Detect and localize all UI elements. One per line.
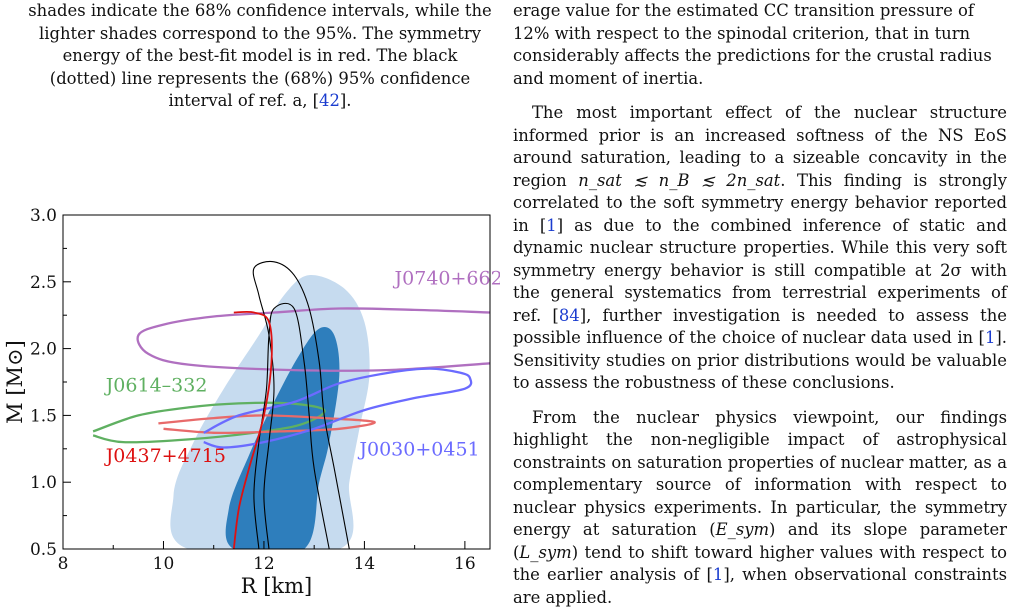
citation-link[interactable]: 1 — [984, 328, 996, 347]
text-column: erage value for the estimated CC transit… — [513, 0, 1007, 609]
text: ) and its slope parameter ( — [513, 520, 1007, 562]
source-label-j0437-4715: J0437+4715 — [104, 445, 226, 467]
caption-line: (dotted) line represents the (68%) 95% c… — [49, 68, 471, 88]
source-label-j0614-332: J0614–332 — [104, 374, 208, 396]
contour-j0614-332 — [92, 401, 326, 444]
x-tick-label: 16 — [454, 554, 476, 574]
paragraph: erage value for the estimated CC transit… — [513, 0, 1007, 90]
text: ) tend to shift toward higher values wit… — [513, 542, 1007, 585]
source-label-j0740-6620: J0740+6620 — [393, 267, 500, 289]
citation-link[interactable]: 1 — [546, 215, 557, 235]
text: The most important effect of the nuclear… — [513, 103, 1007, 190]
x-tick-label: 12 — [253, 554, 275, 574]
figure-caption: shades indicate the 68% confidence inter… — [20, 0, 500, 113]
contour-j0740-6620 — [136, 307, 490, 372]
mass-radius-chart: 8 10 12 14 16 0.5 1.0 1.5 2.0 2.5 3.0 R [km] M [M⊙] J… — [3, 206, 515, 598]
text: ]. Sensitivity studies on prior distribu… — [513, 328, 1007, 392]
text-line: and moment of inertia. — [513, 68, 704, 88]
math-inline: n_sat ≲ n_B ≲ 2n_sat — [578, 170, 781, 190]
caption-text: ]. — [339, 91, 352, 110]
caption-line: energy of the best-fit model is in red. … — [62, 46, 458, 65]
text: ] as due to the combined inference of st… — [513, 215, 1007, 325]
math-inline: E_sym — [715, 520, 770, 539]
y-tick-label: 3.0 — [30, 206, 57, 226]
text: ], when observational constraints are ap… — [513, 565, 1007, 607]
citation-link[interactable]: 1 — [712, 565, 724, 584]
text-line: erage value for the estimated CC transit… — [513, 1, 974, 20]
y-tick-label: 2.5 — [30, 273, 57, 293]
mass-radius-figure: 8 10 12 14 16 0.5 1.0 1.5 2.0 2.5 3.0 R [km] M [M⊙] J… — [0, 185, 515, 607]
reference-contour-95 — [252, 260, 350, 549]
x-tick-label: 14 — [354, 554, 376, 574]
reference-contour-68 — [253, 302, 330, 549]
y-tick-label: 0.5 — [30, 540, 57, 560]
x-axis-label: R [km] — [241, 574, 313, 598]
y-tick-label: 1.5 — [30, 406, 57, 426]
text: ], further investigation is needed to as… — [513, 305, 1008, 348]
text-line: considerably affects the predictions for… — [513, 46, 992, 65]
caption-line: lighter shades correspond to the 95%. Th… — [39, 23, 481, 43]
y-tick-label: 1.0 — [30, 473, 57, 493]
text: From the nuclear physics viewpoint, our … — [513, 407, 1007, 540]
best-fit-line — [232, 310, 273, 549]
caption-text: interval of ref. a, [ — [168, 91, 320, 110]
citation-link[interactable]: 42 — [319, 91, 340, 110]
paragraph: The most important effect of the nuclear… — [513, 102, 1007, 395]
caption-line: interval of ref. a, [42]. — [20, 90, 500, 113]
source-label-j0030-0451: J0030+0451 — [357, 438, 479, 460]
y-axis-label: M [M⊙] — [3, 340, 27, 424]
citation-link[interactable]: 84 — [558, 305, 580, 325]
y-tick-label: 2.0 — [30, 340, 57, 360]
contour-j0437-4715 — [158, 414, 376, 435]
x-tick-label: 8 — [58, 554, 69, 574]
text-line: 12% with respect to the spinodal criteri… — [513, 23, 971, 43]
text: . This finding is strongly correlated to… — [513, 170, 1008, 235]
x-tick-label: 10 — [153, 554, 175, 574]
math-inline: L_sym — [519, 542, 572, 562]
caption-line: shades indicate the 68% confidence inter… — [28, 1, 492, 20]
paragraph: From the nuclear physics viewpoint, our … — [513, 407, 1007, 610]
